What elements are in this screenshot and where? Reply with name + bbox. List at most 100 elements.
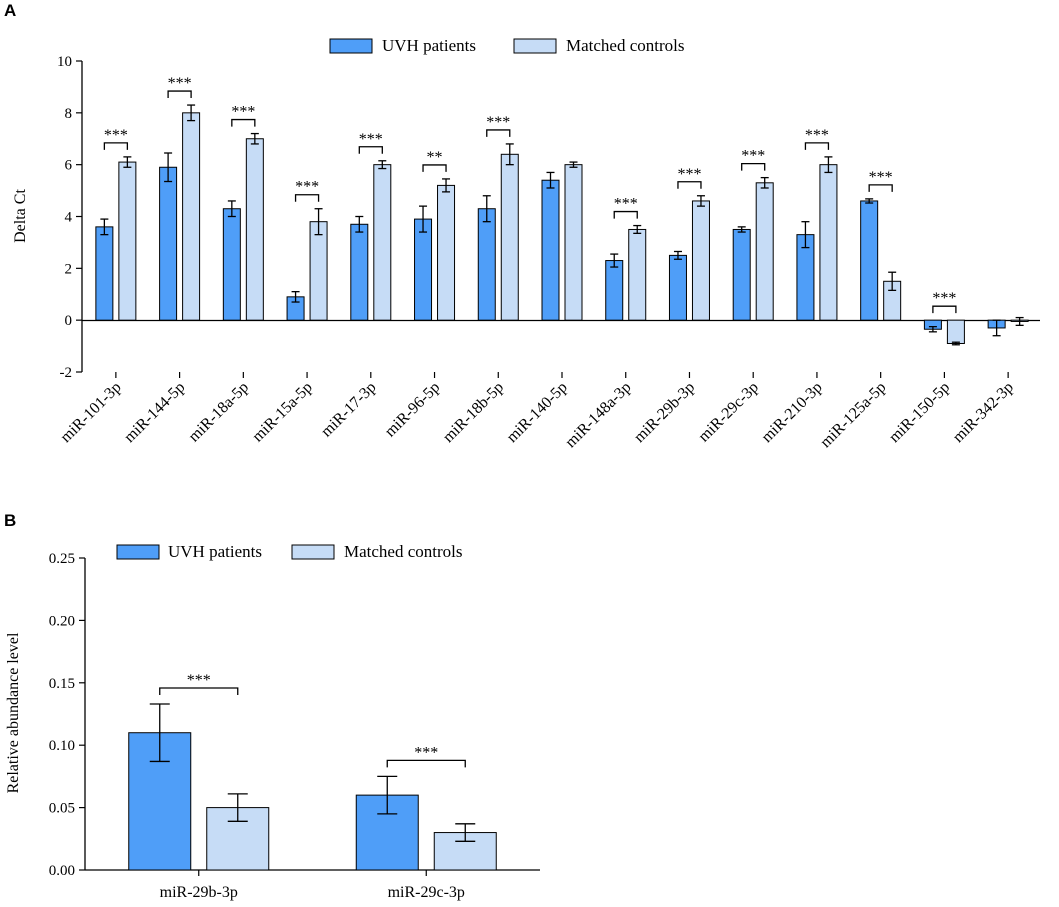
bar-a-mir-17-3p-controls (373, 164, 392, 321)
significance-label: *** (932, 290, 956, 307)
significance-label: *** (168, 75, 192, 92)
significance-bracket (613, 210, 638, 219)
significance-label: *** (677, 166, 701, 183)
bar-a-mir-18b-5p-controls (500, 153, 519, 321)
bar-a-mir-140-5p-uvh (541, 179, 560, 321)
significance-bracket (422, 164, 447, 172)
bar-a-mir-96-5p-controls (437, 184, 456, 321)
legend-b-label-uvh: UVH patients (168, 542, 262, 561)
bar-a-mir-29c-3p-uvh (732, 228, 751, 321)
bar-a-mir-148a-3p-controls (628, 228, 647, 321)
bar-a-mir-29b-3p-uvh (668, 254, 687, 321)
bar-a-mir-210-3p-controls (819, 164, 838, 321)
bar-a-mir-148a-3p-uvh (605, 260, 624, 321)
a-ytick-label: 8 (65, 106, 73, 122)
significance-label: *** (741, 148, 765, 165)
legend-b-swatch-uvh (116, 544, 160, 560)
panel-b-letter: B (4, 511, 16, 530)
bar-a-mir-125a-5p-uvh (860, 200, 879, 321)
b-ytick-label: 0.05 (49, 801, 75, 817)
significance-bracket (358, 146, 383, 154)
category-label: miR-125a-5p (817, 379, 889, 451)
legend-a-swatch-uvh (329, 38, 373, 54)
legend-a-label-uvh: UVH patients (382, 36, 476, 55)
significance-label: *** (359, 131, 383, 148)
a-ytick-label: 0 (65, 313, 73, 329)
significance-bracket (932, 305, 957, 314)
b-ytick-label: 0.20 (49, 613, 75, 629)
bar-a-mir-140-5p-controls (564, 164, 583, 321)
category-label: miR-29b-3p (160, 884, 238, 901)
b-ytick-label: 0.25 (49, 551, 75, 567)
category-label: miR-101-3p (57, 379, 124, 446)
bar-a-mir-101-3p-controls (118, 161, 137, 321)
significance-bracket (159, 687, 239, 696)
category-label: miR-148a-3p (562, 379, 634, 451)
bar-a-mir-18a-5p-uvh (222, 208, 241, 321)
significance-bracket (486, 129, 511, 137)
significance-label: *** (869, 169, 893, 186)
significance-bracket (741, 162, 766, 171)
panel-a-letter: A (4, 1, 16, 20)
significance-bracket (167, 90, 192, 99)
category-label: miR-96-5p (382, 379, 444, 441)
significance-bracket (103, 142, 129, 150)
b-ytick-label: 0.15 (49, 676, 75, 692)
significance-bracket (386, 759, 466, 768)
bar-a-mir-150-5p-controls (946, 319, 965, 344)
significance-bracket (294, 194, 320, 202)
bar-a-mir-144-5p-uvh (159, 166, 178, 321)
bar-a-mir-15a-5p-controls (309, 221, 328, 321)
bar-a-mir-96-5p-uvh (414, 218, 433, 321)
panel-a-legend: UVH patients Matched controls (329, 36, 685, 55)
category-label: miR-140-5p (503, 379, 570, 446)
significance-label: *** (187, 672, 211, 689)
a-ytick-label: 4 (65, 210, 73, 226)
bar-a-mir-18b-5p-uvh (477, 208, 496, 321)
significance-label: *** (295, 179, 319, 196)
significance-label: *** (614, 196, 638, 213)
a-ytick-label: 2 (65, 261, 73, 277)
significance-label: *** (231, 104, 255, 121)
legend-b-swatch-controls (291, 544, 335, 560)
panel-a-y-title: Delta Ct (12, 189, 29, 243)
category-label: miR-18b-5p (440, 379, 507, 446)
panel-b-y-title: Relative abundance level (5, 632, 22, 793)
category-label: miR-29b-3p (631, 379, 698, 446)
b-ytick-label: 0.10 (49, 738, 75, 754)
significance-label: *** (486, 114, 510, 131)
bar-a-mir-17-3p-uvh (350, 223, 369, 321)
significance-bracket (804, 142, 830, 150)
category-label: miR-17-3p (318, 379, 380, 441)
category-label: miR-144-5p (121, 379, 188, 446)
a-ytick-label: 10 (57, 54, 72, 70)
bar-a-mir-18a-5p-controls (245, 138, 264, 321)
a-ytick-label: 6 (65, 158, 73, 174)
legend-a-label-controls: Matched controls (566, 36, 685, 55)
significance-bracket (231, 118, 256, 127)
category-label: miR-18a-5p (185, 379, 252, 446)
legend-a-swatch-controls (513, 38, 557, 54)
bar-a-mir-29b-3p-controls (691, 200, 710, 321)
significance-label: *** (104, 127, 128, 144)
category-label: miR-342-3p (950, 379, 1017, 446)
a-ytick-label: -2 (60, 365, 73, 381)
bar-a-mir-144-5p-controls (182, 112, 201, 321)
significance-bracket (677, 181, 702, 189)
b-ytick-label: 0.00 (49, 863, 75, 879)
bar-a-mir-101-3p-uvh (95, 226, 114, 321)
category-label: miR-15a-5p (249, 379, 316, 446)
legend-b-label-controls: Matched controls (344, 542, 463, 561)
panel-b-legend: UVH patients Matched controls (116, 542, 463, 561)
significance-label: ** (427, 149, 443, 166)
significance-label: *** (414, 744, 438, 761)
significance-label: *** (805, 127, 829, 144)
category-label: miR-29c-3p (695, 379, 762, 446)
category-label: miR-29c-3p (388, 884, 465, 901)
category-label: miR-210-3p (758, 379, 825, 446)
panel-b: B Relative abundance level 0.00 0.05 0.10 0… (4, 511, 540, 901)
category-label: miR-150-5p (886, 379, 953, 446)
bar-a-mir-29c-3p-controls (755, 182, 774, 321)
